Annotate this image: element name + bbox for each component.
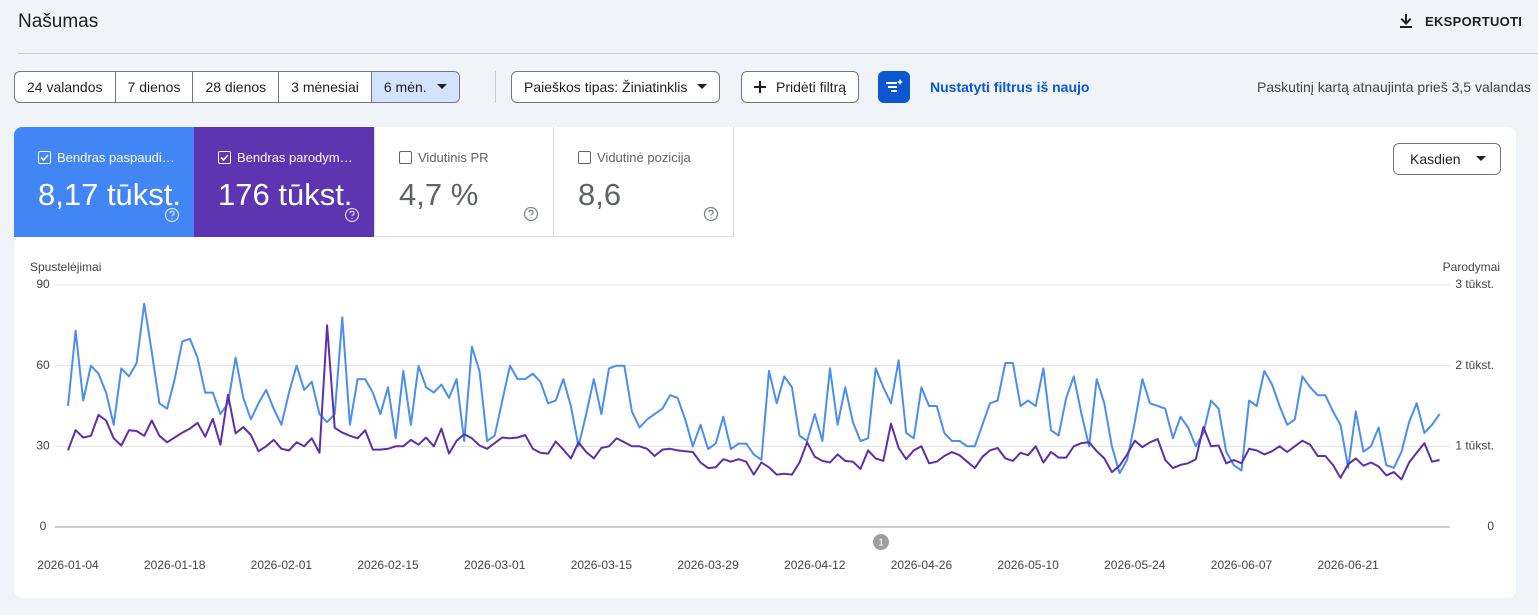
help-icon [523, 206, 539, 222]
y-tick-label: 0 [40, 519, 47, 533]
metric-tile[interactable]: Vidutinė pozicija 8,6 [554, 127, 734, 237]
download-icon [1400, 14, 1412, 28]
page-title: Našumas [18, 11, 99, 32]
reset-filters-link[interactable]: Nustatyti filtrus iš naujo [930, 79, 1090, 95]
filter-icon-button[interactable] [878, 71, 910, 103]
x-tick-label: 2026-01-04 [37, 558, 99, 572]
x-tick-label: 2026-02-01 [251, 558, 313, 572]
last-updated: Paskutinį kartą atnaujinta prieš 3,5 val… [1257, 79, 1531, 95]
search-type-label: Paieškos tipas: Žiniatinklis [524, 79, 688, 95]
x-tick-label: 2026-06-21 [1317, 558, 1379, 572]
range-option[interactable]: 7 dienos [116, 72, 194, 102]
x-tick-label: 2026-01-18 [144, 558, 206, 572]
y2-tick-label: 3 tūkst. [1455, 277, 1494, 291]
range-option[interactable]: 28 dienos [193, 72, 280, 102]
filter-icon [886, 79, 903, 92]
x-tick-label: 2026-04-12 [784, 558, 846, 572]
series-line [67, 302, 1441, 475]
x-tick-label: 2026-04-26 [891, 558, 953, 572]
metric-label: Vidutinė pozicija [597, 150, 691, 165]
metric-value: 176 tūkst. [218, 177, 353, 212]
metric-value: 4,7 % [399, 177, 479, 212]
metric-tile[interactable]: Vidutinis PR 4,7 % [374, 127, 554, 237]
checkbox [578, 151, 591, 164]
metric-value: 8,17 tūkst. [38, 177, 182, 212]
y-tick-label: 90 [36, 277, 50, 291]
add-filter-label: Pridėti filtrą [776, 79, 847, 95]
x-tick-label: 2026-05-24 [1104, 558, 1166, 572]
range-label: 6 mėn. [383, 79, 427, 95]
checkbox-checked [38, 151, 51, 164]
export-label: EKSPORTUOTI [1425, 13, 1523, 29]
y-tick-label: 60 [36, 358, 50, 372]
range-option-selected[interactable]: 6 mėn. [371, 72, 459, 102]
series-line [67, 324, 1440, 481]
checkbox [399, 151, 412, 164]
divider [18, 53, 1538, 54]
y2-axis-title: Parodymai [1443, 260, 1500, 274]
checkbox-checked [218, 151, 231, 164]
range-selector: 24 valandos 7 dienos 28 dienos 3 mėnesia… [14, 71, 460, 103]
x-tick-label: 2026-03-29 [677, 558, 739, 572]
metric-label: Vidutinis PR [418, 150, 489, 165]
x-tick-label: 2026-02-15 [357, 558, 419, 572]
plus-icon [754, 81, 766, 93]
y-tick-label: 30 [36, 439, 50, 453]
metric-tile[interactable]: Bendras paspaudi… 8,17 tūkst. [14, 127, 194, 237]
help-icon [703, 206, 719, 222]
range-option[interactable]: 24 valandos [15, 72, 116, 102]
help-icon [164, 207, 180, 223]
help-icon [344, 207, 360, 223]
separator [495, 71, 496, 103]
metric-value: 8,6 [578, 177, 622, 212]
annotation-label: 1 [878, 538, 884, 549]
y2-tick-label: 0 [1487, 519, 1494, 533]
metric-label: Bendras paspaudi… [57, 150, 175, 165]
y2-tick-label: 2 tūkst. [1455, 358, 1494, 372]
caret [697, 84, 708, 89]
caret [1476, 156, 1486, 161]
metric-label: Bendras parodym… [237, 150, 353, 165]
search-type-dropdown[interactable]: Paieškos tipas: Žiniatinklis [511, 71, 721, 103]
range-option[interactable]: 3 mėnesiai [279, 72, 372, 102]
x-tick-label: 2026-05-10 [997, 558, 1059, 572]
y-axis-title: Spustelėjimai [30, 260, 101, 274]
add-filter-button[interactable]: Pridėti filtrą [741, 71, 860, 103]
interval-dropdown[interactable]: Kasdien [1393, 143, 1501, 175]
export-button[interactable]: EKSPORTUOTI [1397, 12, 1522, 30]
interval-label: Kasdien [1410, 151, 1461, 167]
x-tick-label: 2026-03-01 [464, 558, 526, 572]
annotation-marker [873, 534, 889, 550]
caret [436, 84, 447, 89]
metric-tile[interactable]: Bendras parodym… 176 tūkst. [194, 127, 374, 237]
x-tick-label: 2026-03-15 [571, 558, 633, 572]
y2-tick-label: 1 tūkst. [1455, 439, 1494, 453]
x-tick-label: 2026-06-07 [1211, 558, 1273, 572]
